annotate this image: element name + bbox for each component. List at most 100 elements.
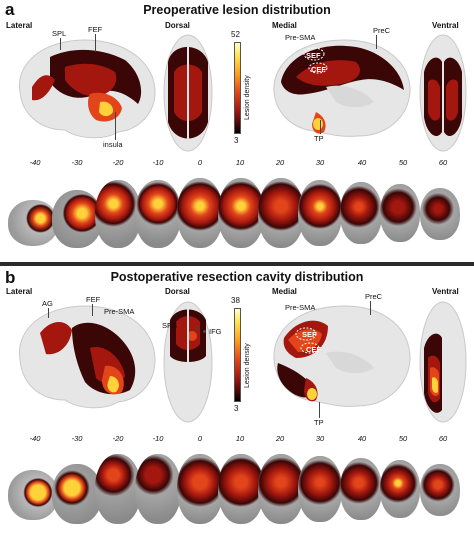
panel-title: Preoperative lesion distribution	[143, 3, 331, 17]
axial-slice	[258, 454, 304, 524]
dorsal-brain-render	[163, 34, 213, 152]
leader-line	[48, 308, 49, 318]
colorbar-max: 52	[231, 30, 240, 39]
slice-coordinates: -40 -30 -20 -10 0 10 20 30 40 50 60	[0, 158, 474, 170]
label-pre-sma: Pre-SMA	[104, 307, 135, 316]
slice-coord: 60	[438, 158, 448, 167]
axial-slice	[95, 454, 141, 524]
label-ifg: IFG	[209, 327, 222, 336]
slice-coord: -10	[152, 158, 164, 167]
slice-coord: 20	[275, 434, 285, 443]
lateral-brain-render	[18, 39, 156, 139]
slice-coord: 40	[357, 158, 367, 167]
slice-coord: 50	[398, 434, 408, 443]
axial-slice	[298, 456, 342, 522]
slice-coord: 60	[438, 434, 448, 443]
panel-title: Postoperative resection cavity distribut…	[110, 270, 364, 284]
axial-slice	[218, 178, 264, 248]
axial-slice	[135, 180, 181, 248]
colorbar-gradient	[234, 308, 241, 402]
view-label-medial: Medial	[272, 287, 297, 296]
label-ag: AG	[42, 299, 53, 308]
axial-slice	[52, 464, 102, 524]
lateral-brain-render	[18, 305, 156, 409]
axial-slice	[95, 180, 141, 248]
view-label-lateral: Lateral	[6, 287, 33, 296]
slice-coord: -40	[29, 434, 41, 443]
slice-coord: -40	[29, 158, 41, 167]
slice-coord: -10	[152, 434, 164, 443]
slice-coord: 30	[315, 158, 325, 167]
panel-a: a Preoperative lesion distribution Later…	[0, 0, 474, 262]
view-label-ventral: Ventral	[432, 287, 459, 296]
axial-slice	[218, 454, 264, 524]
colorbar-label: Lesion density	[244, 343, 251, 388]
dorsal-brain-render	[163, 301, 213, 423]
label-pre-sma: Pre-SMA	[285, 33, 316, 42]
panel-letter: a	[5, 0, 15, 19]
axial-slice	[298, 180, 342, 246]
axial-slice	[258, 178, 304, 248]
label-insula: insula	[103, 140, 123, 149]
label-sef: SEF	[306, 51, 321, 60]
leader-line	[319, 402, 320, 418]
slice-coord: -30	[71, 434, 83, 443]
leader-line	[95, 34, 96, 52]
label-cef: CEF	[311, 65, 326, 74]
slice-coord: -20	[112, 434, 124, 443]
ventral-brain-render	[419, 301, 467, 423]
label-prec: PreC	[365, 292, 383, 301]
panel-b: b Postoperative resection cavity distrib…	[0, 266, 474, 533]
label-tp: TP	[314, 134, 324, 143]
label-prec: PreC	[373, 26, 391, 35]
axial-slice	[8, 200, 58, 246]
slice-coord: -30	[71, 158, 83, 167]
label-pre-sma: Pre-SMA	[285, 303, 316, 312]
label-sef: SEF	[302, 330, 317, 339]
ventral-brain-render	[419, 34, 467, 152]
colorbar-max: 38	[231, 296, 240, 305]
axial-slice	[380, 184, 420, 242]
leader-line	[370, 301, 371, 315]
leader-line	[320, 120, 321, 134]
axial-slice	[380, 460, 420, 518]
panel-separator	[0, 262, 474, 266]
leader-dot	[196, 327, 199, 330]
slice-coord: 0	[197, 434, 203, 443]
colorbar-min: 3	[234, 136, 239, 145]
colorbar-postop: 38 Lesion density 3	[226, 296, 256, 420]
axial-slice	[340, 458, 382, 520]
label-sfg: SFG	[162, 321, 178, 330]
axial-slices	[0, 448, 474, 530]
slice-coord: 0	[197, 158, 203, 167]
leader-line	[376, 35, 377, 49]
slice-coord: 10	[235, 434, 245, 443]
label-cef: CEF	[306, 345, 321, 354]
label-fef: FEF	[86, 295, 101, 304]
view-label-dorsal: Dorsal	[165, 287, 190, 296]
slice-coord: -20	[112, 158, 124, 167]
leader-line	[115, 112, 116, 140]
leader-line	[92, 304, 93, 316]
axial-slice	[135, 454, 181, 524]
panel-letter: b	[5, 268, 16, 287]
medial-brain-render	[273, 305, 411, 407]
slice-coordinates: -40 -30 -20 -10 0 10 20 30 40 50 60	[0, 434, 474, 446]
leader-dot	[203, 330, 206, 333]
colorbar-preop: 52 Lesion density 3	[226, 30, 256, 150]
label-spl: SPL	[52, 29, 67, 38]
colorbar-gradient	[234, 42, 241, 134]
leader-line	[60, 38, 61, 50]
view-label-medial: Medial	[272, 21, 297, 30]
label-tp: TP	[314, 418, 324, 427]
axial-slice	[177, 178, 223, 248]
axial-slices	[0, 172, 474, 254]
slice-coord: 30	[315, 434, 325, 443]
label-fef: FEF	[88, 25, 103, 34]
slice-coord: 40	[357, 434, 367, 443]
axial-slice	[420, 464, 460, 516]
medial-brain-render	[273, 39, 411, 137]
view-label-dorsal: Dorsal	[165, 21, 190, 30]
view-label-ventral: Ventral	[432, 21, 459, 30]
axial-slice	[340, 182, 382, 244]
